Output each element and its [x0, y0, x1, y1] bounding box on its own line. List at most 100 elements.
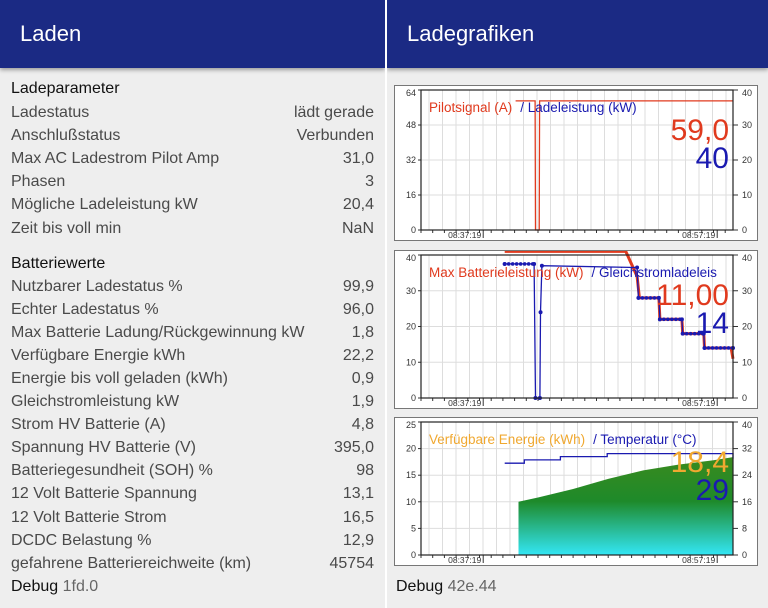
battery-label: Max Batterie Ladung/Rückgewinnung kW: [11, 323, 305, 341]
data-point: [502, 261, 507, 266]
battery-value: 1,8: [351, 323, 374, 341]
data-point: [702, 345, 707, 350]
data-point: [726, 346, 731, 350]
data-point: [526, 262, 531, 266]
y-right-tick-label: 20: [742, 322, 752, 332]
y-left-tick-label: 5: [411, 523, 416, 533]
series-area-0: [518, 457, 733, 555]
current-value-primary: 11,00: [656, 279, 729, 312]
param-label: Anschlußstatus: [11, 126, 121, 144]
series-line-1: [504, 452, 734, 464]
data-point: [518, 262, 523, 266]
data-point: [706, 346, 711, 350]
y-right-tick-label: 40: [742, 88, 752, 98]
param-row: Anschlußstatus Verbunden: [11, 124, 374, 147]
battery-label: DCDC Belastung %: [11, 531, 152, 549]
data-point: [644, 296, 649, 300]
charging-parameters-pane: Laden Ladeparameter Ladestatus lädt gerade…: [0, 0, 385, 608]
battery-row: Spannung HV Batterie (V) 395,0: [11, 437, 374, 460]
y-left-tick-label: 16: [406, 190, 416, 200]
y-left-tick-label: 10: [406, 497, 416, 507]
battery-row: Strom HV Batterie (A) 4,8: [11, 414, 374, 437]
y-left-tick-label: 30: [406, 286, 416, 296]
data-point: [656, 295, 661, 300]
param-label: Phasen: [11, 173, 66, 191]
y-right-tick-label: 30: [742, 120, 752, 130]
battery-label: 12 Volt Batterie Strom: [11, 508, 167, 526]
param-label: Ladestatus: [11, 103, 90, 121]
data-point: [718, 346, 723, 350]
debug-info: Debug 1fd.0: [11, 578, 98, 596]
battery-value: 99,9: [342, 277, 374, 295]
y-right-tick-label: 24: [742, 470, 752, 480]
plot-frame: [420, 89, 734, 231]
y-right-tick-label: 20: [742, 155, 752, 165]
battery-value: 98: [356, 462, 374, 480]
y-left-tick-label: 10: [406, 357, 416, 367]
param-value: 3: [365, 173, 374, 191]
y-left-tick-label: 25: [406, 420, 416, 430]
charging-charts-pane: Ladegrafiken 0 16 32 48 64 0 10 20 30 40 08:37:19 0…: [387, 0, 768, 608]
y-right-tick-label: 30: [742, 286, 752, 296]
y-right-tick-label: 10: [742, 357, 752, 367]
y-right-tick-label: 0: [742, 393, 747, 403]
data-point: [714, 346, 719, 350]
data-point: [514, 262, 519, 266]
battery-label: gefahrene Batteriereichweite (km): [11, 554, 252, 572]
data-point: [666, 317, 670, 322]
y-right-tick-label: 8: [742, 523, 747, 533]
current-value-secondary: 14: [696, 307, 729, 340]
battery-label: Nutzbarer Ladestatus %: [11, 277, 183, 295]
battery-label: Gleichstromleistung kW: [11, 393, 180, 410]
x-tick-label: 08:57:19: [682, 398, 715, 408]
data-point: [662, 317, 666, 322]
y-left-tick-label: 40: [406, 253, 416, 263]
param-value: NaN: [341, 219, 374, 237]
battery-row: Nutzbarer Ladestatus % 99,9: [11, 275, 374, 298]
param-value: 31,0: [342, 149, 374, 167]
debug-info: Debug 42e.44: [396, 578, 497, 596]
pilot-power-chart: 0 16 32 48 64 0 10 20 30 40 08:37:19 08:57:19 Pilots…: [394, 85, 758, 241]
battery-value: 16,5: [342, 508, 374, 526]
battery-label: Spannung HV Batterie (V): [11, 439, 196, 457]
data-point: [701, 331, 706, 336]
battery-value: 96,0: [342, 300, 374, 318]
data-point: [688, 331, 693, 336]
battery-value: 4,8: [351, 416, 374, 434]
battery-label: Strom HV Batterie (A): [11, 416, 166, 434]
battery-label: Echter Ladestatus %: [11, 300, 159, 318]
chart-legend: Verfügbare Energie (kWh) / Temperatur (°C…: [429, 432, 697, 447]
battery-value: 395,0: [333, 439, 374, 457]
data-point: [710, 346, 715, 350]
battery-row: 12 Volt Batterie Strom 16,5: [11, 506, 374, 529]
page-title: Ladegrafiken: [387, 0, 768, 68]
legend-primary: Pilotsignal (A): [429, 100, 512, 115]
data-point: [640, 296, 645, 300]
param-row: Phasen 3: [11, 171, 374, 194]
battery-value: 13,1: [342, 485, 374, 503]
current-value-primary: 18,4: [671, 446, 729, 479]
y-left-tick-label: 0: [411, 225, 416, 235]
page-title: Laden: [0, 0, 385, 68]
x-tick-label: 08:57:19: [682, 230, 715, 240]
battery-value: 0,9: [351, 369, 374, 387]
plot-frame: [420, 421, 734, 556]
param-value: 20,4: [342, 196, 374, 214]
legend-secondary: / Gleichstromladeleis: [592, 265, 718, 280]
y-right-tick-label: 32: [742, 444, 752, 454]
battery-row: Echter Ladestatus % 96,0: [11, 298, 374, 321]
y-right-tick-label: 16: [742, 497, 752, 507]
debug-label: Debug: [396, 578, 444, 595]
param-row: Mögliche Ladeleistung kW 20,4: [11, 194, 374, 217]
data-point: [539, 263, 544, 268]
data-point: [674, 317, 678, 322]
y-right-tick-label: 10: [742, 190, 752, 200]
data-point: [670, 317, 674, 322]
y-left-tick-label: 15: [406, 470, 416, 480]
data-point: [680, 331, 685, 336]
data-point: [696, 331, 701, 336]
battery-row: Gleichstromleistung kW 1,9: [11, 391, 374, 414]
param-row: Zeit bis voll min NaN: [11, 217, 374, 240]
battery-label: 12 Volt Batterie Spannung: [11, 485, 197, 503]
current-value-secondary: 40: [696, 142, 729, 175]
